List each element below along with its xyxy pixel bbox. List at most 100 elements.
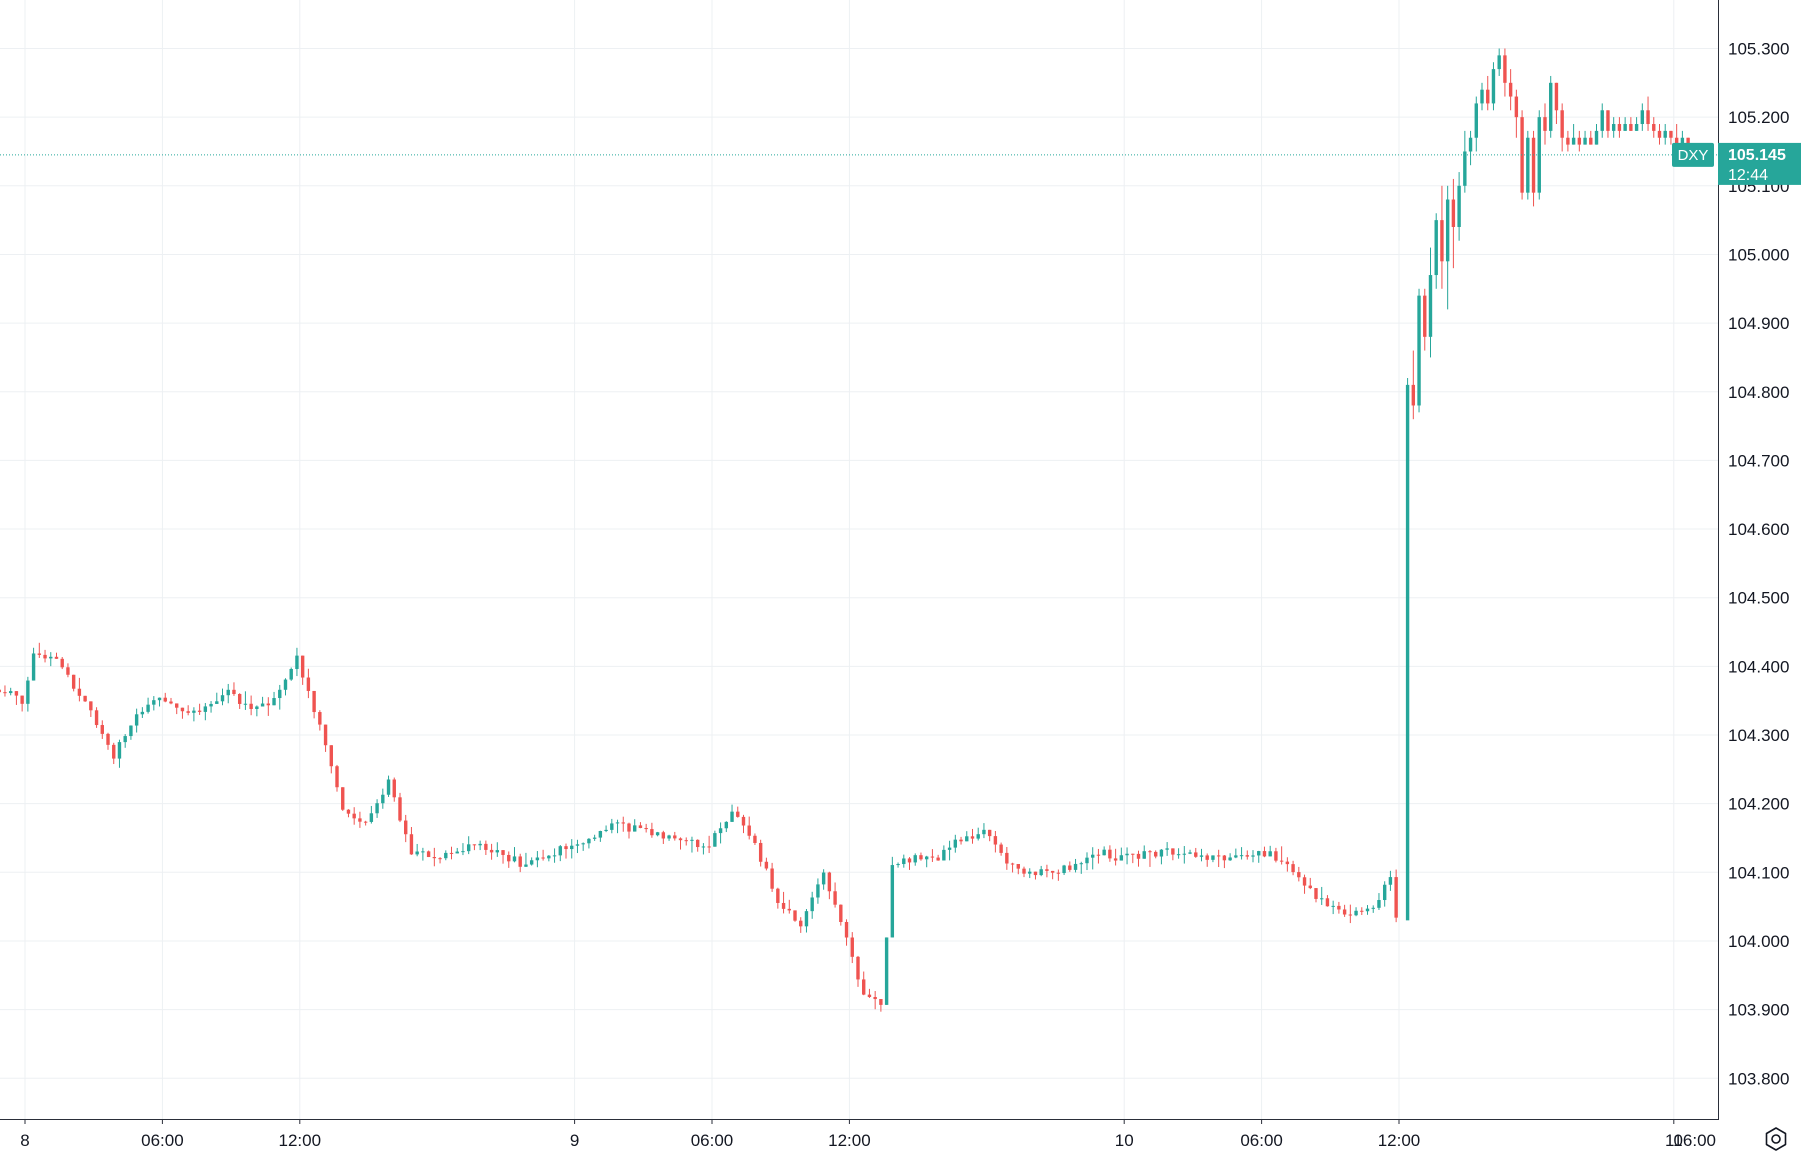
candle-body <box>455 851 459 854</box>
candle-body <box>1434 220 1438 276</box>
time-axis[interactable]: 8 06:00 12:00 9 06:00 12:00 10 06:00 12:00 1106:0… <box>20 1119 1801 1150</box>
candle-up <box>690 836 694 853</box>
candle-body <box>1211 855 1215 860</box>
candle-up <box>1497 48 1501 76</box>
candle-body <box>999 844 1003 853</box>
candle-down <box>879 999 883 1012</box>
candle-down <box>1646 96 1650 131</box>
candle-body <box>175 703 179 708</box>
candle-body <box>1428 275 1433 337</box>
candle-body <box>867 994 872 998</box>
candle-body <box>386 779 391 795</box>
candle-down <box>1216 849 1221 868</box>
candle-body <box>260 703 265 707</box>
candle-up <box>203 702 208 721</box>
candle-down <box>959 836 963 845</box>
candle-up <box>495 842 500 857</box>
candle-body <box>701 846 706 848</box>
candle-up <box>1571 124 1576 145</box>
candle-up <box>1463 130 1467 193</box>
candle-body <box>1554 82 1559 111</box>
candle-down <box>1652 117 1656 138</box>
candle-up <box>570 839 574 859</box>
candle-down <box>249 695 253 716</box>
candle-body <box>495 850 500 853</box>
candle-down <box>787 899 791 914</box>
candle-body <box>919 855 923 860</box>
candle-up <box>1182 846 1187 864</box>
candle-body <box>409 834 414 855</box>
candle-up <box>633 819 637 832</box>
candle-body <box>1010 863 1015 865</box>
candle-body <box>117 742 122 759</box>
candle-body <box>306 677 311 691</box>
candle-down <box>489 843 494 860</box>
candle-up <box>1039 865 1043 877</box>
candle-body <box>180 707 185 712</box>
candle-down <box>323 724 328 752</box>
candle-body <box>1136 853 1141 859</box>
price-axis[interactable]: 103.800 103.900 104.000 104.100 104.200 104.3… <box>1728 40 1789 1089</box>
candle-body <box>49 656 53 659</box>
candle-up <box>157 697 162 707</box>
candle-down <box>1566 130 1570 152</box>
last-price-labels: DXY 105.145 12:44 <box>1672 142 1801 185</box>
price-tick-label: 103.900 <box>1728 1001 1789 1020</box>
candle-up <box>587 838 591 849</box>
candle-up <box>8 687 13 696</box>
candle-body <box>1508 82 1513 97</box>
candle-down <box>175 703 179 715</box>
symbol-label: DXY <box>1678 147 1709 164</box>
candle-body <box>638 825 643 829</box>
candle-up <box>375 799 379 818</box>
candle-body <box>524 864 528 867</box>
candle-up <box>1320 886 1324 905</box>
candle-down <box>100 720 104 739</box>
candle-down <box>1314 888 1318 903</box>
candle-down <box>695 839 700 852</box>
candle-down <box>1617 117 1622 138</box>
candle-up <box>1600 103 1604 138</box>
candle-up <box>295 647 299 677</box>
candle-body <box>633 825 637 832</box>
candle-body <box>1274 851 1278 861</box>
candle-down <box>346 809 351 818</box>
candle-down <box>1606 110 1610 138</box>
chart-settings-button[interactable] <box>1761 1124 1791 1154</box>
candle-body <box>1182 853 1187 855</box>
candle-body <box>358 818 362 822</box>
candle-down <box>621 816 625 832</box>
candle-body <box>255 706 259 709</box>
candle-body <box>1577 137 1582 145</box>
candle-up <box>1028 868 1032 879</box>
candle-up <box>730 804 734 822</box>
candle-body <box>289 668 293 680</box>
candle-up <box>1188 849 1192 855</box>
candle-up <box>1365 905 1370 915</box>
candle-body <box>896 864 900 866</box>
candle-down <box>919 852 923 861</box>
price-tick-label: 105.200 <box>1728 108 1789 127</box>
candle-body <box>266 703 271 706</box>
candle-down <box>1308 877 1312 890</box>
candle-up <box>455 847 459 854</box>
candle-up <box>461 843 465 856</box>
candle-down <box>987 829 992 842</box>
price-tick-label: 104.000 <box>1728 932 1789 951</box>
candle-up <box>1663 124 1667 145</box>
candle-up <box>226 683 230 704</box>
candle-body <box>66 667 70 675</box>
candle-up <box>1079 861 1083 874</box>
candle-body <box>1102 849 1106 856</box>
candle-body <box>1091 854 1095 858</box>
candle-up <box>947 840 952 861</box>
candle-body <box>1457 185 1461 227</box>
candle-up <box>1468 130 1473 166</box>
candle-body <box>1085 857 1089 864</box>
candle-down <box>1222 854 1227 869</box>
candle-body <box>466 844 471 852</box>
candle-body <box>982 829 986 835</box>
candle-up <box>713 830 717 847</box>
candle-body <box>965 836 969 842</box>
